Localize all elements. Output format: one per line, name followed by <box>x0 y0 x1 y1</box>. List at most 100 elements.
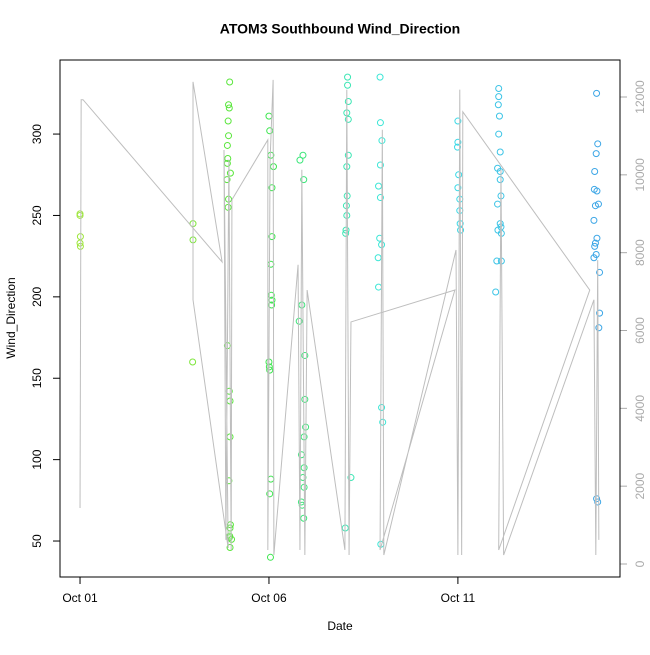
point <box>376 73 384 81</box>
point <box>591 242 599 250</box>
point <box>454 184 462 192</box>
point <box>496 168 504 176</box>
point <box>344 73 352 81</box>
point <box>224 154 232 162</box>
point <box>494 200 502 208</box>
point <box>344 115 352 123</box>
y2-tick-label: 10000 <box>633 158 647 192</box>
point <box>495 93 503 101</box>
y-tick-label: 200 <box>30 287 44 307</box>
plot-frame <box>59 59 621 578</box>
y-axis-title: Wind_Direction <box>4 277 18 358</box>
point <box>375 283 383 291</box>
point <box>223 141 231 149</box>
point <box>226 78 234 86</box>
y-tick-label: 250 <box>30 205 44 225</box>
point <box>298 301 306 309</box>
point <box>189 358 197 366</box>
point <box>455 171 463 179</box>
point <box>590 254 598 262</box>
point <box>593 234 601 242</box>
point <box>226 169 234 177</box>
point <box>495 130 503 138</box>
point <box>496 176 504 184</box>
point <box>300 514 308 522</box>
point <box>266 127 274 135</box>
point <box>266 490 274 498</box>
point <box>492 288 500 296</box>
point <box>376 119 384 127</box>
point <box>300 176 308 184</box>
point <box>268 233 276 241</box>
point <box>266 553 274 561</box>
point <box>225 132 233 140</box>
y-tick-label: 150 <box>30 368 44 388</box>
point <box>454 117 462 125</box>
point <box>344 81 352 89</box>
y-tick-label: 100 <box>30 449 44 469</box>
point <box>296 156 304 164</box>
x-axis-title: Date <box>327 619 353 633</box>
point <box>344 151 352 159</box>
y2-tick-label: 8000 <box>633 239 647 266</box>
point <box>495 112 503 120</box>
point <box>454 143 462 151</box>
point <box>299 151 307 159</box>
point <box>225 101 233 109</box>
point <box>376 161 384 169</box>
point <box>265 112 273 120</box>
point <box>596 309 604 317</box>
point <box>76 239 84 247</box>
y2-tick-label: 4000 <box>633 395 647 422</box>
point <box>493 257 501 265</box>
point <box>593 187 601 195</box>
chart-title: ATOM3 Southbound Wind_Direction <box>220 21 460 37</box>
point <box>379 418 387 426</box>
point <box>592 150 600 158</box>
point <box>496 148 504 156</box>
point <box>595 324 603 332</box>
y2-tick-label: 6000 <box>633 317 647 344</box>
point <box>591 239 599 247</box>
point <box>594 498 602 506</box>
point <box>347 474 355 482</box>
point <box>376 194 384 202</box>
point <box>225 104 233 112</box>
y2-tick-label: 2000 <box>633 472 647 499</box>
point <box>343 211 351 219</box>
point <box>374 254 382 262</box>
point <box>76 211 84 219</box>
point <box>268 184 276 192</box>
point <box>226 544 234 552</box>
point <box>378 404 386 412</box>
point <box>344 98 352 106</box>
point <box>295 317 303 325</box>
y-tick-label: 50 <box>30 534 44 548</box>
point <box>596 268 604 276</box>
x-tick-label: Oct 06 <box>251 591 287 605</box>
point <box>590 216 598 224</box>
point <box>494 101 502 109</box>
y2-tick-label: 0 <box>633 560 647 567</box>
point <box>342 229 350 237</box>
x-tick-label: Oct 11 <box>441 591 476 605</box>
y-tick-label: 300 <box>30 124 44 144</box>
point <box>495 84 503 92</box>
point <box>266 366 274 374</box>
point <box>268 301 276 309</box>
line <box>79 79 600 556</box>
point <box>591 202 599 210</box>
point <box>301 395 309 403</box>
point <box>454 138 462 146</box>
point <box>226 524 234 532</box>
point <box>594 140 602 148</box>
point <box>375 182 383 190</box>
point <box>593 89 601 97</box>
point <box>591 168 599 176</box>
point <box>301 351 309 359</box>
y2-tick-label: 12000 <box>633 80 647 114</box>
point <box>224 117 232 125</box>
x-tick-label: Oct 01 <box>62 591 98 605</box>
